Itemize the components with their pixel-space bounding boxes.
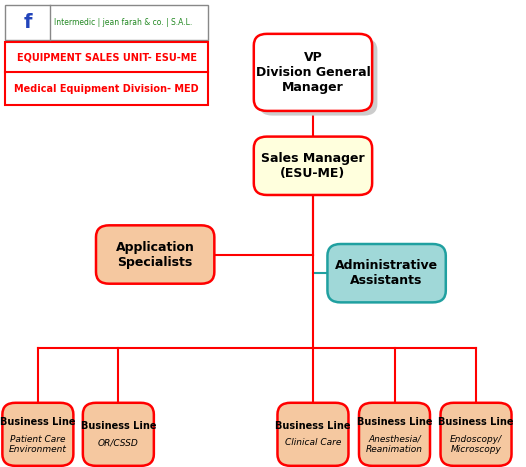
FancyBboxPatch shape (259, 39, 378, 116)
Text: EQUIPMENT SALES UNIT- ESU-ME: EQUIPMENT SALES UNIT- ESU-ME (16, 52, 197, 62)
FancyBboxPatch shape (254, 136, 372, 195)
FancyBboxPatch shape (5, 5, 208, 40)
Text: Anesthesia/
Reanimation: Anesthesia/ Reanimation (366, 435, 423, 454)
Text: Patient Care
Environment: Patient Care Environment (9, 435, 67, 454)
FancyBboxPatch shape (441, 403, 511, 466)
FancyBboxPatch shape (5, 42, 208, 105)
Text: Business Line: Business Line (357, 417, 432, 427)
FancyBboxPatch shape (254, 34, 372, 111)
Text: Application
Specialists: Application Specialists (116, 241, 195, 269)
Text: Clinical Care: Clinical Care (285, 438, 341, 447)
Text: Business Line: Business Line (275, 421, 351, 431)
Text: Intermedic | jean farah & co. | S.A.L.: Intermedic | jean farah & co. | S.A.L. (54, 18, 193, 27)
Text: Business Line: Business Line (80, 421, 156, 431)
FancyBboxPatch shape (278, 403, 348, 466)
Text: Business Line: Business Line (0, 417, 76, 427)
Text: VP
Division General
Manager: VP Division General Manager (256, 51, 370, 94)
FancyBboxPatch shape (327, 244, 446, 303)
Text: Business Line: Business Line (438, 417, 514, 427)
FancyBboxPatch shape (359, 403, 430, 466)
FancyBboxPatch shape (83, 403, 154, 466)
FancyBboxPatch shape (96, 225, 215, 283)
FancyBboxPatch shape (2, 403, 74, 466)
Text: Medical Equipment Division- MED: Medical Equipment Division- MED (14, 84, 199, 94)
Text: OR/CSSD: OR/CSSD (98, 438, 139, 447)
Text: Administrative
Assistants: Administrative Assistants (335, 259, 438, 287)
Text: f: f (23, 13, 32, 32)
Text: Endoscopy/
Microscopy: Endoscopy/ Microscopy (450, 435, 502, 454)
Text: Sales Manager
(ESU-ME): Sales Manager (ESU-ME) (261, 152, 365, 180)
